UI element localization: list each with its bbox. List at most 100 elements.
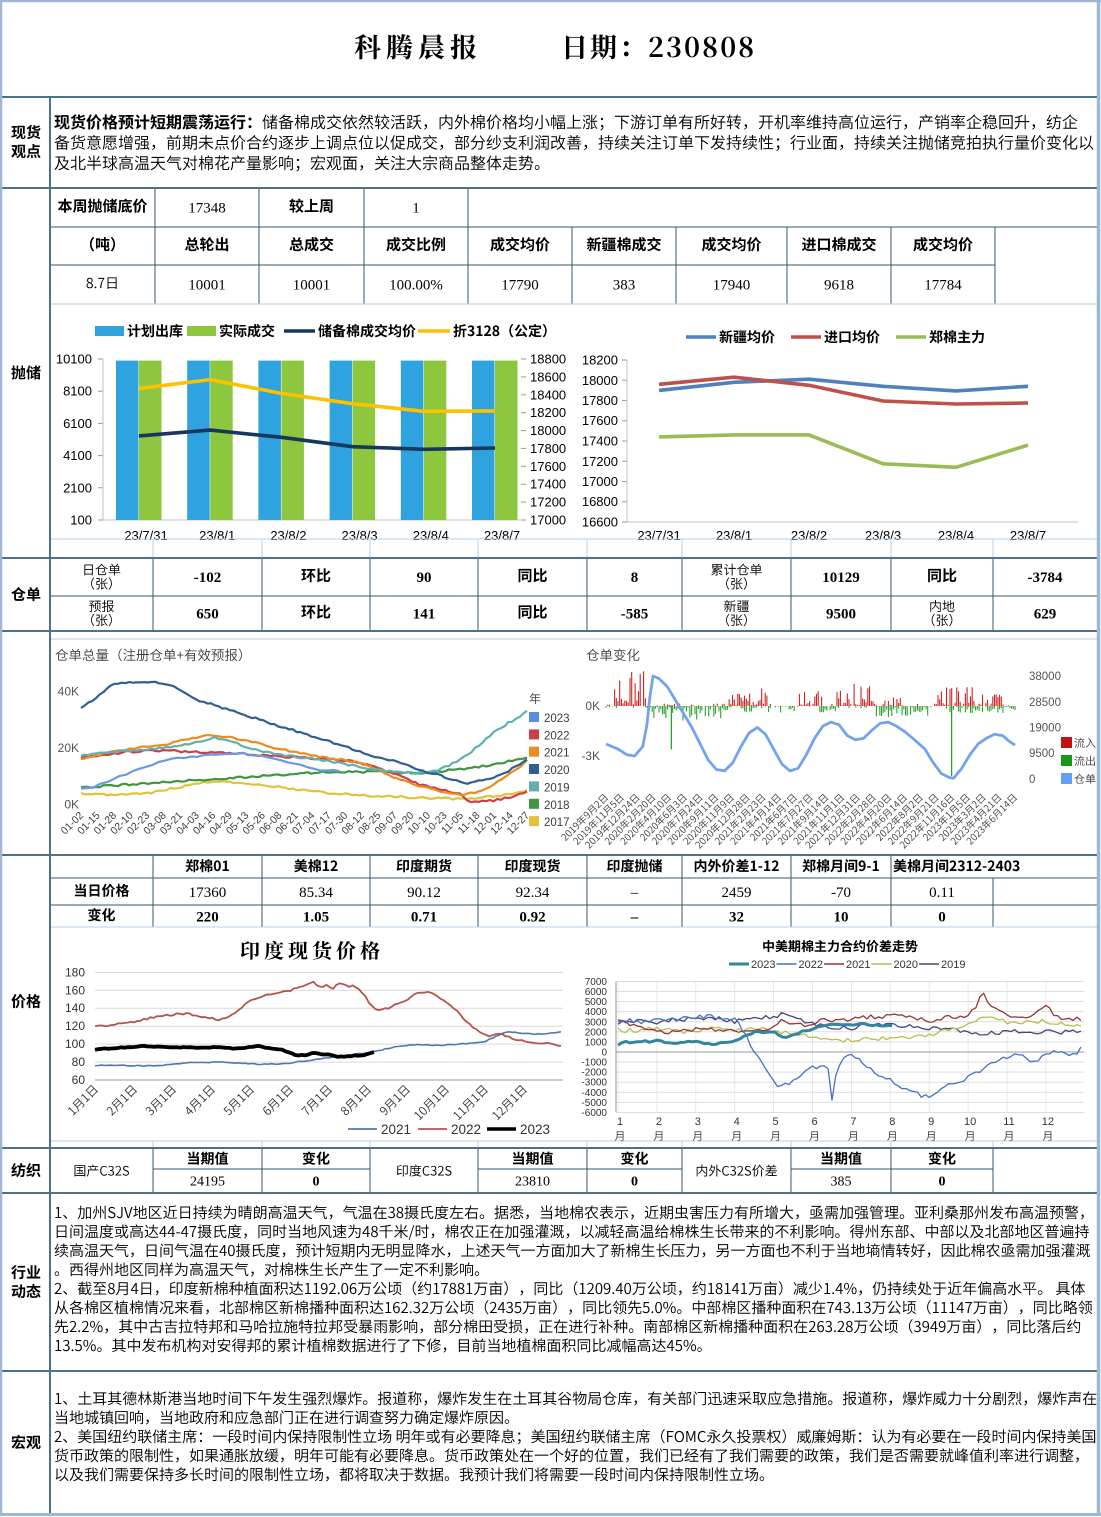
svg-text:10129: 10129 (822, 570, 860, 586)
svg-text:160: 160 (65, 983, 85, 997)
svg-text:1.05: 1.05 (303, 910, 329, 926)
svg-text:38000: 38000 (1029, 671, 1061, 683)
svg-text:85.34: 85.34 (299, 885, 333, 901)
svg-text:6: 6 (811, 1116, 817, 1128)
svg-text:90: 90 (417, 570, 432, 586)
svg-text:23/7/31: 23/7/31 (637, 528, 680, 543)
svg-text:5: 5 (773, 1116, 779, 1128)
svg-text:23/8/7: 23/8/7 (1010, 528, 1046, 543)
svg-text:10: 10 (834, 910, 849, 926)
svg-text:60: 60 (72, 1073, 86, 1087)
svg-text:18400: 18400 (530, 387, 566, 402)
svg-text:4100: 4100 (63, 448, 92, 463)
svg-text:2: 2 (656, 1116, 662, 1128)
svg-text:-3784: -3784 (1028, 570, 1063, 586)
svg-text:17600: 17600 (530, 459, 566, 474)
svg-text:7: 7 (850, 1116, 856, 1128)
svg-text:100.00%: 100.00% (389, 278, 443, 294)
svg-text:17800: 17800 (582, 393, 618, 408)
svg-text:2021: 2021 (846, 959, 870, 971)
svg-text:18600: 18600 (530, 369, 566, 384)
svg-text:10: 10 (964, 1116, 976, 1128)
svg-text:-6000: -6000 (581, 1108, 607, 1119)
svg-text:2019: 2019 (544, 782, 570, 794)
svg-text:9618: 9618 (824, 278, 854, 294)
svg-text:92.34: 92.34 (516, 885, 550, 901)
svg-text:90.12: 90.12 (407, 885, 441, 901)
svg-text:–: – (630, 885, 639, 901)
svg-text:23/8/7: 23/8/7 (484, 528, 520, 543)
svg-text:2022: 2022 (451, 1122, 481, 1137)
svg-text:0: 0 (939, 1175, 946, 1190)
svg-text:9: 9 (928, 1116, 934, 1128)
svg-text:385: 385 (831, 1175, 852, 1190)
svg-text:23/8/3: 23/8/3 (865, 528, 901, 543)
svg-text:0K: 0K (585, 699, 600, 713)
svg-text:17790: 17790 (501, 278, 539, 294)
svg-text:6100: 6100 (63, 416, 92, 431)
svg-text:0.11: 0.11 (929, 885, 955, 901)
svg-text:-102: -102 (194, 570, 222, 586)
svg-text:23/7/31: 23/7/31 (124, 528, 167, 543)
svg-text:17348: 17348 (188, 201, 226, 217)
svg-text:2020: 2020 (894, 959, 918, 971)
svg-text:180: 180 (65, 965, 85, 979)
svg-text:-4000: -4000 (581, 1088, 607, 1099)
svg-text:2021: 2021 (544, 748, 570, 760)
svg-text:141: 141 (413, 607, 436, 623)
svg-text:2000: 2000 (585, 1027, 608, 1038)
svg-text:2023: 2023 (544, 713, 570, 725)
svg-text:18000: 18000 (582, 373, 618, 388)
svg-text:0: 0 (313, 1175, 320, 1190)
svg-text:2459: 2459 (722, 885, 752, 901)
svg-text:23/8/4: 23/8/4 (938, 528, 974, 543)
svg-text:80: 80 (72, 1055, 86, 1069)
svg-text:10001: 10001 (293, 278, 331, 294)
svg-text:8: 8 (631, 570, 639, 586)
svg-text:220: 220 (196, 910, 219, 926)
svg-text:23/8/4: 23/8/4 (413, 528, 449, 543)
svg-text:383: 383 (613, 278, 636, 294)
svg-text:32: 32 (729, 910, 744, 926)
svg-text:24195: 24195 (190, 1175, 225, 1190)
svg-text:140: 140 (65, 1001, 85, 1015)
svg-text:17400: 17400 (530, 477, 566, 492)
svg-text:2022: 2022 (799, 959, 823, 971)
svg-text:17800: 17800 (530, 441, 566, 456)
svg-text:7000: 7000 (585, 977, 608, 988)
svg-text:17200: 17200 (582, 454, 618, 469)
svg-text:10001: 10001 (188, 278, 226, 294)
svg-text:0: 0 (1029, 774, 1035, 786)
svg-text:17784: 17784 (924, 278, 962, 294)
svg-text:2022: 2022 (544, 730, 570, 742)
svg-text:12: 12 (1042, 1116, 1054, 1128)
svg-text:23/8/3: 23/8/3 (342, 528, 378, 543)
svg-text:23/8/2: 23/8/2 (791, 528, 827, 543)
svg-text:5000: 5000 (585, 997, 608, 1008)
svg-text:2023: 2023 (520, 1122, 550, 1137)
svg-text:18200: 18200 (582, 353, 618, 368)
svg-text:629: 629 (1034, 607, 1057, 623)
svg-text:-2000: -2000 (581, 1068, 607, 1079)
svg-text:1: 1 (412, 201, 420, 217)
svg-text:3000: 3000 (585, 1017, 608, 1028)
svg-text:-1000: -1000 (581, 1058, 607, 1069)
svg-text:0: 0 (601, 1048, 607, 1059)
svg-text:0.71: 0.71 (411, 910, 437, 926)
svg-text:18200: 18200 (530, 405, 566, 420)
svg-text:17200: 17200 (530, 495, 566, 510)
svg-text:17360: 17360 (189, 885, 227, 901)
svg-text:0K: 0K (64, 798, 79, 812)
svg-text:2017: 2017 (544, 817, 570, 829)
svg-text:2019: 2019 (941, 959, 965, 971)
svg-text:-70: -70 (831, 885, 851, 901)
svg-text:19000: 19000 (1029, 723, 1061, 735)
svg-text:650: 650 (196, 607, 219, 623)
svg-text:3: 3 (695, 1116, 701, 1128)
svg-text:2021: 2021 (381, 1122, 411, 1137)
svg-text:1000: 1000 (585, 1037, 608, 1048)
svg-text:0: 0 (631, 1175, 638, 1190)
svg-text:20K: 20K (58, 741, 79, 755)
svg-text:2020: 2020 (544, 765, 570, 777)
svg-text:2100: 2100 (63, 480, 92, 495)
